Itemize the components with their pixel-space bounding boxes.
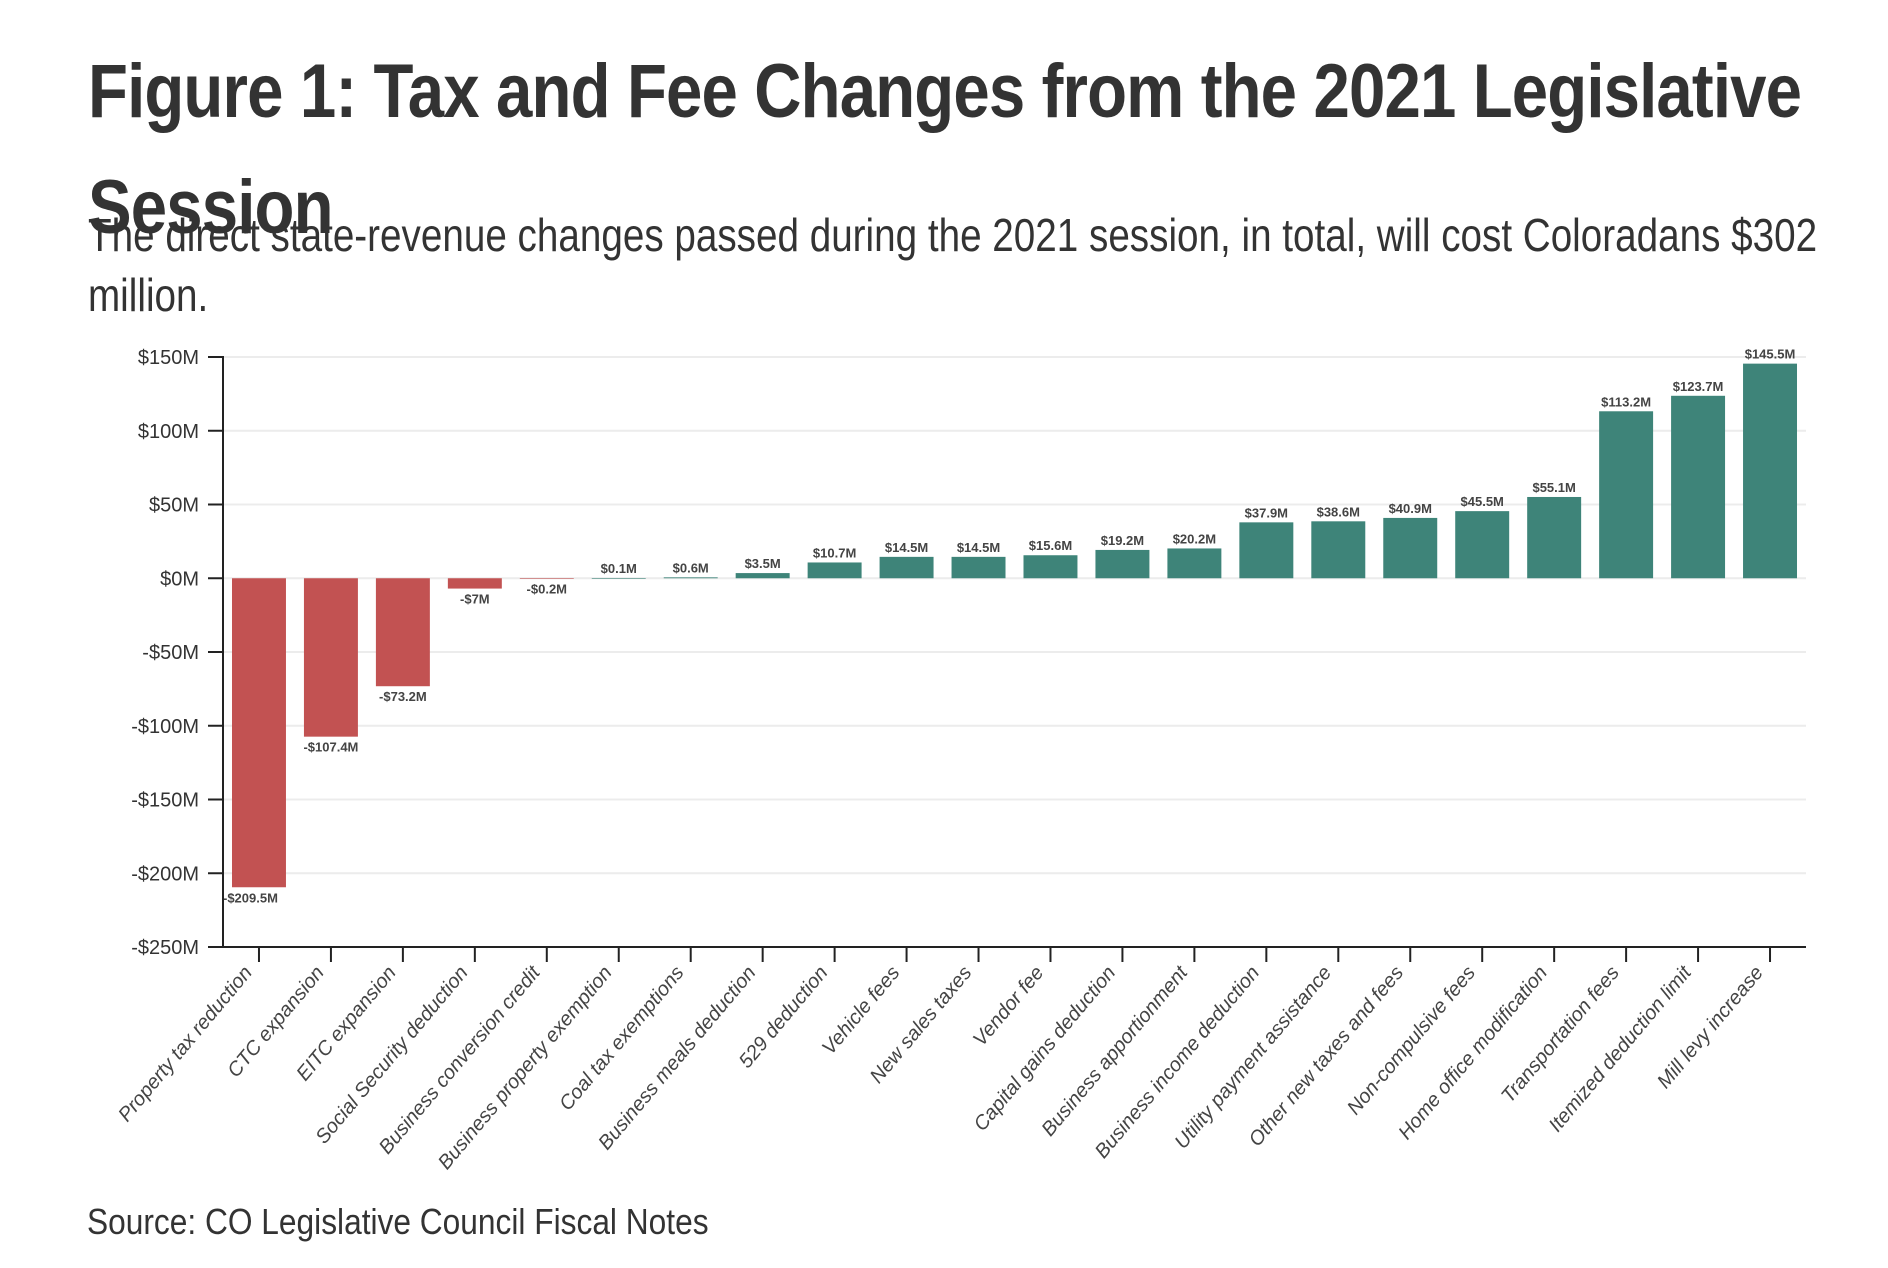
data-label: $14.5M: [885, 540, 928, 555]
bar: [519, 578, 574, 579]
y-tick-label: $150M: [138, 347, 199, 369]
bar: [807, 562, 862, 579]
y-tick-label: -$200M: [131, 863, 199, 885]
y-tick-label: -$250M: [131, 937, 199, 959]
x-tick-label: Business apportionment: [1037, 961, 1193, 1141]
chart-title: Figure 1: Tax and Fee Changes from the 2…: [88, 49, 1802, 250]
y-tick-label: -$50M: [142, 642, 199, 664]
bar: [1455, 511, 1510, 579]
bar: [1095, 549, 1150, 579]
y-tick-label: $100M: [138, 421, 199, 443]
data-label: $14.5M: [957, 540, 1000, 555]
y-tick-label: -$100M: [131, 716, 199, 738]
data-label: $10.7M: [813, 545, 856, 560]
data-label: $45.5M: [1461, 494, 1504, 509]
bar: [591, 578, 646, 579]
data-label: $15.6M: [1029, 538, 1072, 553]
bar: [951, 556, 1006, 579]
y-tick-label: $50M: [149, 495, 199, 517]
bar: [447, 578, 502, 589]
bars: [231, 363, 1798, 888]
x-tick-label: Itemized deduction limit: [1545, 961, 1697, 1136]
gridlines: [223, 356, 1806, 875]
data-label: -$209.5M: [223, 890, 278, 905]
data-label: $113.2M: [1601, 394, 1651, 409]
bar: [1311, 521, 1366, 579]
y-tick-label: -$150M: [131, 790, 199, 812]
data-label: $0.1M: [601, 561, 637, 576]
x-tick-label: Non-compulsive fees: [1343, 962, 1480, 1119]
bar: [1527, 496, 1582, 579]
bar: [663, 577, 718, 579]
data-label: $40.9M: [1389, 501, 1432, 516]
data-label: $20.2M: [1173, 531, 1216, 546]
bar: [1383, 517, 1438, 579]
bar: [735, 573, 790, 579]
bar: [231, 578, 286, 888]
bar: [1023, 555, 1078, 579]
data-labels: -$209.5M -$107.4M -$73.2M -$7M -$0.2M $0.1M $0…: [223, 347, 1795, 906]
data-label: $145.5M: [1745, 347, 1796, 362]
data-label: $38.6M: [1317, 504, 1360, 519]
x-tick-label: Coal tax exemptions: [555, 962, 688, 1115]
bar: [375, 578, 430, 687]
x-tick-label: Vendor fee: [969, 962, 1048, 1051]
source-note: Source: CO Legislative Council Fiscal No…: [87, 1201, 709, 1242]
data-label: $37.9M: [1245, 505, 1288, 520]
x-tick-label: Home office modification: [1394, 962, 1552, 1144]
data-label: $0.6M: [673, 560, 709, 575]
y-tick-label: $0M: [160, 568, 199, 590]
chart-subtitle: The direct state-revenue changes passed …: [88, 209, 1818, 321]
bar: [303, 578, 358, 737]
data-label: -$7M: [460, 592, 490, 607]
x-tick-label: Property tax reduction: [114, 962, 257, 1126]
bar: [1167, 548, 1222, 579]
data-label: $123.7M: [1673, 379, 1724, 394]
data-label: -$0.2M: [527, 582, 567, 597]
bar: [1599, 411, 1654, 579]
x-tick-label: Capital gains deduction: [970, 962, 1121, 1135]
data-label: $19.2M: [1101, 533, 1144, 548]
data-label: $55.1M: [1532, 480, 1575, 495]
bar: [879, 556, 934, 579]
data-label: $3.5M: [745, 556, 781, 571]
data-label: -$73.2M: [379, 689, 427, 704]
data-label: -$107.4M: [303, 740, 358, 755]
y-axis: $150M $100M $50M $0M -$50M -$100M -$150M -$200M…: [131, 347, 224, 959]
bar: [1671, 395, 1726, 579]
bar: [1239, 522, 1294, 579]
bar: [1743, 363, 1798, 579]
